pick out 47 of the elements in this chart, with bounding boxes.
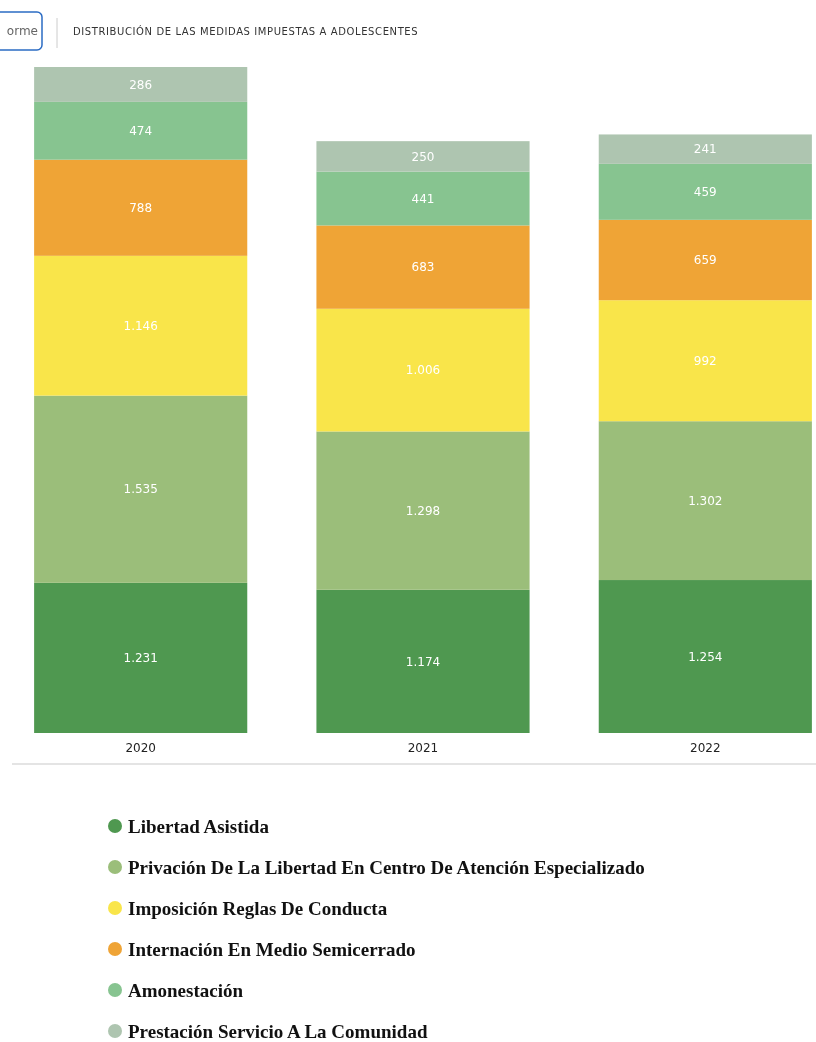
bar (34, 582, 248, 733)
data-label: 474 (129, 123, 153, 138)
data-label: 1.146 (123, 318, 158, 333)
data-label: 1.254 (688, 649, 723, 664)
bar (34, 395, 248, 583)
x-tick-label: 2020 (125, 741, 156, 755)
bar (598, 219, 812, 301)
legend-label: Prestación Servicio A La Comunidad (128, 1020, 428, 1042)
bar (316, 308, 530, 432)
bar (316, 589, 530, 733)
data-label: 1.302 (688, 493, 723, 508)
bar (316, 225, 530, 309)
bar (34, 159, 248, 256)
bar (316, 431, 530, 590)
x-tick-label: 2022 (690, 741, 721, 755)
data-label: 788 (129, 200, 153, 215)
chart-title: DISTRIBUCIÓN DE LAS MEDIDAS IMPUESTAS A ADOLESCENTES (73, 25, 419, 37)
data-label: 659 (693, 253, 717, 268)
data-label: 241 (693, 142, 717, 157)
bar (316, 141, 530, 172)
data-label: 1.535 (123, 482, 158, 497)
legend-label: Internación En Medio Semicerrado (128, 938, 416, 960)
bar (598, 421, 812, 581)
legend-label: Amonestación (128, 979, 244, 1001)
data-label: 1.298 (405, 503, 441, 518)
data-label: 1.174 (405, 654, 441, 669)
bar (598, 580, 812, 733)
legend-label: Libertad Asistida (128, 815, 270, 837)
data-label: 992 (693, 353, 717, 368)
bar (34, 101, 248, 160)
data-label: 286 (129, 77, 153, 92)
bar (598, 300, 812, 422)
data-label: 1.231 (123, 651, 158, 666)
tab-button: orme (0, 11, 43, 51)
data-label: 441 (411, 191, 435, 206)
data-label: 683 (411, 260, 435, 275)
bar (34, 67, 248, 102)
legend-label: Privación De La Libertad En Centro De Atención Especializado (128, 856, 645, 878)
bar (316, 171, 530, 226)
x-tick-label: 2021 (407, 741, 439, 755)
data-label: 459 (693, 185, 717, 200)
legend-label: Imposición Reglas De Conducta (128, 897, 388, 919)
bar (34, 255, 248, 396)
bar (598, 163, 812, 220)
bar (598, 134, 812, 164)
data-label: 1.006 (405, 363, 441, 378)
data-label: 250 (411, 149, 435, 164)
